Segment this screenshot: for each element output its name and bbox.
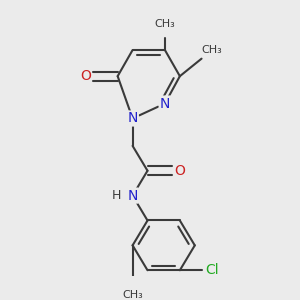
Text: N: N [128,189,138,202]
Text: O: O [80,69,91,83]
Text: CH₃: CH₃ [202,45,223,55]
Text: N: N [128,112,138,125]
Text: CH₃: CH₃ [122,290,143,300]
Text: CH₃: CH₃ [154,19,175,29]
Text: H: H [112,189,121,202]
Text: Cl: Cl [206,263,219,277]
Text: N: N [160,97,170,110]
Text: O: O [174,164,185,178]
